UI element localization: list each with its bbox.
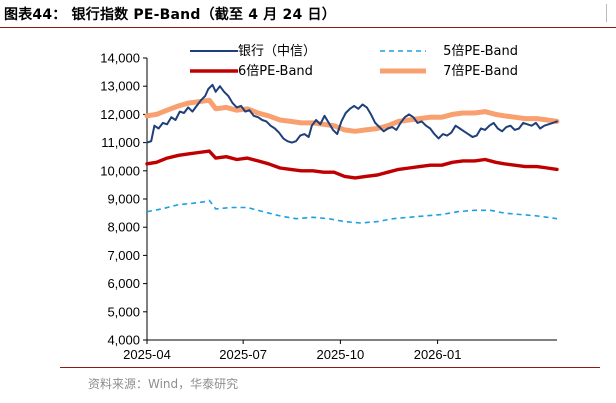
adjacent-panel-edge [606, 4, 616, 22]
y-tick-label: 13,000 [100, 79, 140, 94]
y-tick-label: 8,000 [107, 220, 140, 235]
legend-label: 5倍PE-Band [443, 44, 518, 59]
y-tick-label: 6,000 [107, 276, 140, 291]
y-tick-label: 7,000 [107, 248, 140, 263]
y-tick-label: 9,000 [107, 192, 140, 207]
legend-label: 7倍PE-Band [443, 64, 518, 79]
page-title: 图表44： 银行指数 PE-Band（截至 4 月 24 日） [4, 7, 336, 23]
pe-band-chart: 4,000 5,000 6,000 7,000 8,000 9,000 10,000 11,0… [100, 44, 560, 362]
series-line-0 [146, 83, 558, 144]
y-tick-label: 12,000 [100, 107, 140, 122]
x-tick-label: 2025-10 [317, 347, 365, 362]
legend-label: 6倍PE-Band [238, 64, 313, 79]
source-note: 资料来源：Wind，华泰研究 [88, 377, 239, 391]
series-line-2 [145, 149, 559, 180]
legend-label: 银行（中信） [238, 44, 316, 59]
y-tick-label: 4,000 [107, 333, 140, 348]
y-tick-label: 14,000 [100, 51, 140, 66]
x-tick-label: 2025-04 [123, 347, 171, 362]
legend: 银行（中信） 5倍PE-Band 6倍PE-Band 7倍PE-Band [190, 44, 518, 79]
title-divider [0, 27, 616, 28]
x-axis: 2025-04 2025-07 2025-10 2026-01 [123, 340, 461, 362]
series-lines [144, 83, 560, 224]
series-line-1 [146, 199, 558, 224]
x-tick-label: 2026-01 [414, 347, 462, 362]
y-tick-label: 10,000 [100, 163, 140, 178]
y-axis: 4,000 5,000 6,000 7,000 8,000 9,000 10,000 11,0… [100, 51, 147, 348]
y-tick-label: 11,000 [101, 135, 140, 150]
source-divider [60, 367, 600, 368]
x-tick-label: 2025-07 [219, 347, 267, 362]
y-tick-label: 5,000 [107, 304, 140, 319]
series-line-3 [144, 97, 560, 134]
